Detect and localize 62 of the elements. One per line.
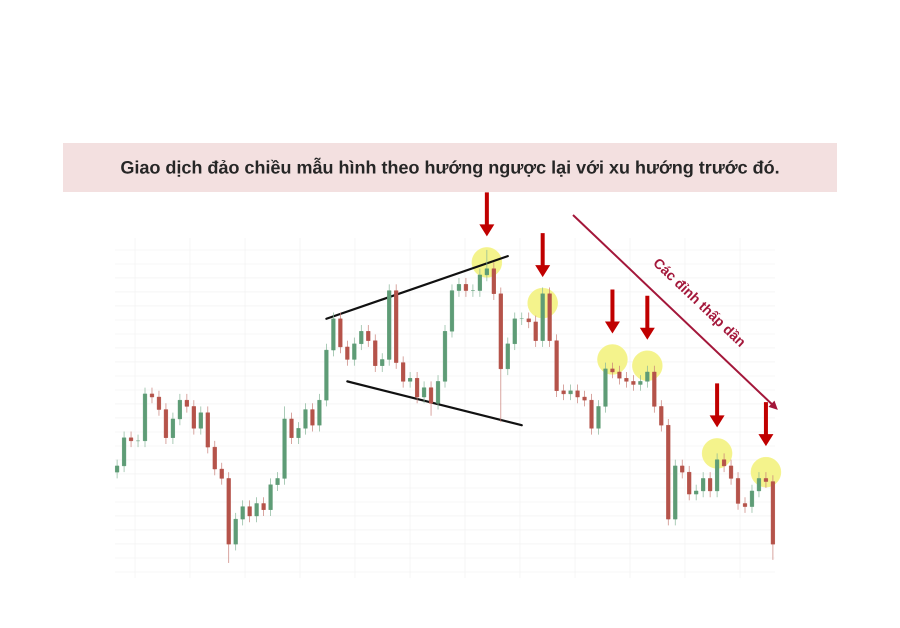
candlestick xyxy=(701,472,706,498)
candlestick xyxy=(359,324,364,350)
candlestick xyxy=(596,400,601,435)
candlestick xyxy=(645,365,650,388)
candlestick xyxy=(310,402,315,432)
candlestick xyxy=(150,387,154,404)
candlestick xyxy=(582,390,587,407)
candlestick xyxy=(366,324,370,348)
candlestick xyxy=(428,381,434,416)
candlestick xyxy=(478,268,482,298)
candlestick xyxy=(764,472,768,488)
candlestick xyxy=(742,496,748,514)
candlestick xyxy=(220,462,224,486)
candlestick xyxy=(128,431,134,448)
candlestick xyxy=(178,394,182,426)
candlestick xyxy=(408,372,412,388)
candlestick xyxy=(534,315,538,348)
candlestick xyxy=(262,496,266,516)
candlestick xyxy=(631,374,636,392)
candlestick xyxy=(610,362,615,379)
point xyxy=(597,344,628,375)
candlestick xyxy=(240,500,245,526)
candlestick xyxy=(115,459,120,479)
candlestick xyxy=(352,337,356,366)
candlestick xyxy=(750,484,754,514)
candlestick xyxy=(680,459,684,479)
candlestick xyxy=(170,412,175,444)
candlestick xyxy=(456,278,462,298)
candlestick xyxy=(756,472,762,498)
candlestick xyxy=(464,278,468,298)
candlestick xyxy=(254,496,259,523)
candlestick xyxy=(198,406,203,435)
candlestick xyxy=(401,356,406,388)
candlestick xyxy=(575,384,580,404)
candlestick xyxy=(694,484,698,501)
candlestick xyxy=(436,374,440,410)
candlestick xyxy=(289,412,294,444)
candlestick xyxy=(708,472,712,498)
candlestick xyxy=(568,384,573,401)
candlestick xyxy=(248,500,252,523)
candlestick xyxy=(687,466,692,501)
candlestick xyxy=(415,372,420,404)
candlestick xyxy=(562,384,566,401)
candlestick xyxy=(156,390,162,416)
candlestick xyxy=(192,400,196,435)
candlestick xyxy=(296,422,301,444)
candlestick xyxy=(526,312,531,329)
candlestick xyxy=(184,394,189,414)
candlestick xyxy=(212,440,217,476)
candlestick xyxy=(275,472,280,492)
candlestick xyxy=(722,453,726,473)
candlestick xyxy=(624,372,628,388)
candlestick xyxy=(484,250,489,282)
candlestick xyxy=(345,340,350,366)
candlestick xyxy=(422,381,426,404)
candlestick xyxy=(380,352,384,372)
candlestick xyxy=(303,402,308,435)
candlestick xyxy=(638,374,642,392)
candlestick xyxy=(728,459,734,486)
candlestick xyxy=(659,400,664,432)
chart-title: Giao dịch đảo chiều mẫu hình theo hướng ngược lại với xu hướng trước đó. xyxy=(121,158,778,178)
candlestick xyxy=(617,365,622,385)
